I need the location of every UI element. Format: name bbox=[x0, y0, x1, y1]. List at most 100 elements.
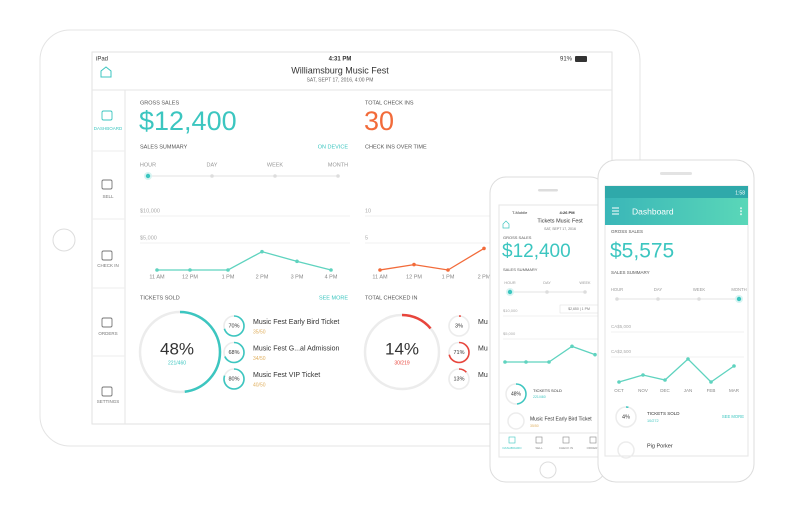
check-ins-time-label: CHECK INS OVER TIME bbox=[365, 144, 427, 150]
app-bar bbox=[605, 198, 748, 225]
data-point bbox=[412, 262, 416, 267]
ipad bbox=[39, 29, 641, 447]
data-point bbox=[482, 246, 486, 251]
ticket-count: 34/50 bbox=[253, 356, 266, 362]
period-label: HOUR bbox=[611, 287, 623, 292]
status-time: 4:31 PM bbox=[329, 57, 352, 63]
tab-label: ORDERS bbox=[587, 446, 600, 450]
period-dot[interactable] bbox=[736, 296, 742, 302]
menu-icon[interactable] bbox=[612, 207, 619, 215]
android-screen bbox=[604, 185, 749, 457]
sidebar-icon[interactable] bbox=[101, 317, 113, 328]
sidebar-icon[interactable] bbox=[101, 250, 113, 261]
ring-arc bbox=[223, 341, 245, 364]
sales-summary-label: SALES SUMMARY bbox=[503, 267, 538, 272]
tooltip: $2,650 | 1 PM bbox=[568, 307, 590, 311]
x-tick-label: DEC bbox=[660, 388, 670, 393]
y-tick-label: CA$2,500 bbox=[611, 349, 632, 354]
period-dot[interactable] bbox=[145, 173, 151, 179]
checked-in-count: 30/219 bbox=[394, 360, 410, 366]
sales-line bbox=[157, 250, 332, 271]
tab-icon[interactable] bbox=[508, 436, 516, 444]
data-point bbox=[593, 352, 597, 357]
period-label: DAY bbox=[543, 281, 551, 285]
data-point bbox=[570, 344, 574, 349]
checkin-name: Mu bbox=[478, 319, 488, 326]
sales-line bbox=[379, 247, 485, 271]
period-label: MONTH bbox=[731, 287, 746, 292]
data-point bbox=[329, 268, 333, 272]
ring-arc bbox=[223, 368, 245, 390]
tab-icon[interactable] bbox=[562, 436, 570, 444]
ring-arc bbox=[223, 315, 245, 337]
sidebar-icon[interactable] bbox=[101, 110, 113, 121]
period-dot[interactable] bbox=[697, 297, 701, 301]
ticket-percent: 68% bbox=[228, 350, 239, 356]
y-tick-label: CA$5,000 bbox=[611, 324, 632, 329]
period-dot[interactable] bbox=[507, 289, 513, 295]
period-dot[interactable] bbox=[273, 174, 277, 178]
checked-in-percent: 14% bbox=[385, 339, 419, 358]
y-tick-label: $10,000 bbox=[140, 208, 160, 214]
tickets-sold-label: TICKETS SOLD bbox=[140, 295, 180, 301]
period-dot[interactable] bbox=[336, 174, 340, 178]
see-more-link[interactable]: SEE MORE bbox=[319, 295, 348, 301]
status-carrier: T-Mobile bbox=[512, 210, 528, 215]
ring-arc bbox=[138, 310, 222, 394]
ring-track bbox=[507, 412, 525, 430]
data-point bbox=[503, 360, 507, 364]
data-point bbox=[617, 380, 621, 384]
checkin-name: Mu bbox=[478, 372, 488, 379]
home-icon[interactable] bbox=[100, 66, 112, 78]
period-label: WEEK bbox=[579, 281, 591, 285]
y-tick-label: $5,000 bbox=[503, 331, 516, 336]
on-device-link[interactable]: ON DEVICE bbox=[318, 144, 349, 150]
ticket-name: Music Fest VIP Ticket bbox=[253, 372, 320, 379]
sidebar-label: SETTINGS bbox=[97, 399, 120, 404]
data-point bbox=[641, 373, 645, 377]
status-bar bbox=[605, 186, 748, 198]
period-dot[interactable] bbox=[545, 290, 549, 294]
tab-label: DASHBOARD bbox=[502, 446, 522, 450]
period-dot[interactable] bbox=[210, 174, 214, 178]
sidebar-icon[interactable] bbox=[101, 179, 113, 190]
event-subtitle: SAT, SEPT 17, 2016 bbox=[544, 227, 576, 231]
status-time: 4:26 PM bbox=[559, 210, 575, 215]
x-tick-label: JAN bbox=[684, 388, 693, 393]
x-tick-label: 1 PM bbox=[222, 274, 235, 280]
checkin-percent: 71% bbox=[453, 350, 464, 356]
gross-sales-label: GROSS SALES bbox=[503, 235, 532, 240]
ring-arc bbox=[448, 341, 470, 364]
data-point bbox=[524, 360, 528, 364]
period-dot[interactable] bbox=[615, 297, 619, 301]
data-point bbox=[547, 360, 551, 364]
tab-icon[interactable] bbox=[589, 436, 597, 444]
event-subtitle: SAT, SEPT 17, 2016, 4:00 PM bbox=[307, 77, 374, 83]
ticket-name: Music Fest Early Bird Ticket bbox=[530, 416, 592, 422]
period-dot[interactable] bbox=[656, 297, 660, 301]
data-point bbox=[709, 380, 713, 384]
checked-in-label: TOTAL CHECKED IN bbox=[365, 295, 417, 301]
see-more-link[interactable]: SEE MORE bbox=[722, 414, 744, 419]
tab-icon[interactable] bbox=[535, 436, 543, 444]
gross-sales-value: $5,575 bbox=[610, 240, 674, 263]
ticket-percent: 70% bbox=[228, 323, 239, 329]
sidebar-label: DASHBOARD bbox=[94, 126, 123, 131]
sidebar-icon[interactable] bbox=[101, 386, 113, 397]
ticket-count: 40/50 bbox=[253, 382, 266, 388]
data-point bbox=[732, 364, 736, 368]
data-point bbox=[378, 268, 382, 272]
home-button bbox=[52, 228, 76, 252]
ticket-name: Pig Porker bbox=[647, 443, 673, 449]
data-point bbox=[188, 268, 192, 272]
ring-arc bbox=[615, 406, 637, 428]
period-label: DAY bbox=[207, 162, 218, 168]
data-point bbox=[226, 268, 230, 272]
home-icon[interactable] bbox=[502, 220, 510, 229]
sidebar-label: SELL bbox=[102, 194, 114, 199]
period-dot[interactable] bbox=[583, 290, 587, 294]
period-label: WEEK bbox=[693, 287, 706, 292]
period-label: DAY bbox=[654, 287, 663, 292]
ring-arc bbox=[448, 315, 470, 337]
